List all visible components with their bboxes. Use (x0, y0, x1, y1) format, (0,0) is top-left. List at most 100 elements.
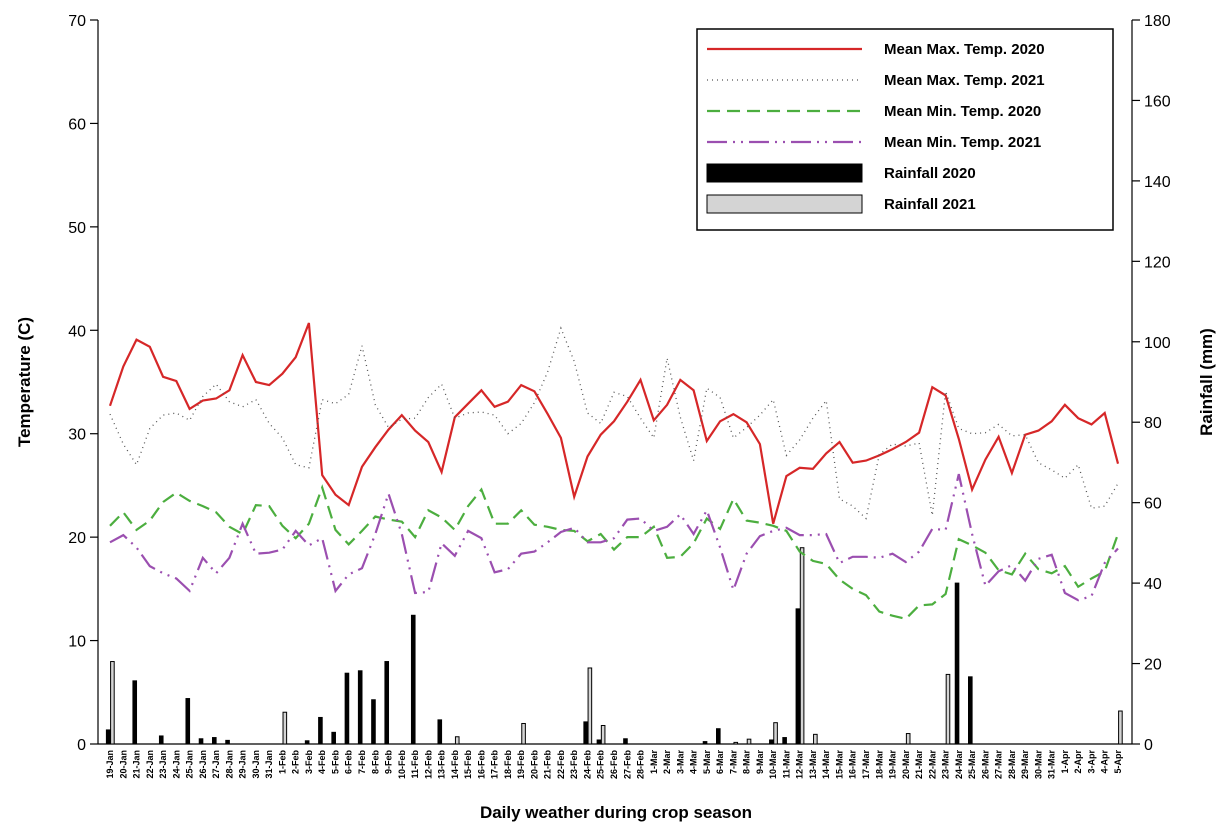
x-tick-label: 27-Feb (622, 750, 632, 780)
x-tick-label: 9-Mar (755, 750, 765, 775)
x-tick-label: 21-Jan (132, 750, 142, 779)
bar (702, 741, 708, 745)
bar (782, 737, 787, 745)
x-tick-label: 28-Mar (1007, 750, 1017, 780)
x-tick-label: 6-Mar (715, 750, 725, 775)
x-tick-label: 18-Feb (503, 750, 513, 780)
bar (945, 673, 951, 745)
legend-label: Rainfall 2020 (884, 165, 976, 182)
line (109, 484, 1120, 621)
x-tick-label: 6-Feb (344, 750, 354, 775)
x-tick-label: 20-Mar (901, 750, 911, 780)
y2-tick-label: 180 (1144, 13, 1171, 30)
legend-label: Rainfall 2021 (884, 196, 976, 213)
bar (357, 670, 363, 745)
x-tick-label: 24-Feb (582, 750, 592, 780)
bar (521, 722, 526, 745)
line (108, 322, 1120, 524)
y-tick-label: 60 (68, 116, 86, 133)
x-tick-label: 7-Mar (728, 750, 738, 775)
bar (371, 699, 376, 745)
y-tick-label: 10 (68, 634, 86, 651)
bar (968, 676, 973, 745)
legend-label: Mean Max. Temp. 2021 (884, 72, 1045, 89)
x-tick-label: 23-Jan (158, 750, 168, 779)
x-tick-label: 26-Jan (198, 750, 208, 779)
x-tick-label: 20-Jan (118, 750, 128, 779)
legend: Mean Max. Temp. 2020 Mean Max. Temp. 2021… (696, 28, 1114, 231)
x-tick-label: 25-Feb (596, 750, 606, 780)
x-tick-label: 17-Feb (490, 750, 500, 780)
x-tick-label: 1-Mar (649, 750, 659, 775)
y2-tick-label: 120 (1144, 254, 1171, 271)
x-tick-label: 8-Feb (370, 750, 380, 775)
x-tick-label: 14-Feb (450, 750, 460, 780)
y-tick-label: 30 (68, 427, 86, 444)
x-tick-label: 29-Jan (238, 750, 248, 779)
bar (587, 667, 593, 745)
x-tick-label: 17-Mar (861, 750, 871, 780)
x-tick-label: 30-Mar (1033, 750, 1043, 780)
x-tick-label: 19-Mar (888, 750, 898, 780)
line (109, 326, 1119, 520)
y2-tick-label: 20 (1144, 657, 1162, 674)
bar (600, 724, 606, 745)
x-tick-label: 26-Mar (980, 750, 990, 780)
x-tick-label: 10-Feb (397, 750, 407, 780)
bar (212, 737, 217, 745)
bar (769, 739, 774, 745)
x-tick-label: 20-Feb (529, 750, 539, 780)
bar (304, 740, 310, 745)
x-tick-label: 24-Mar (954, 750, 964, 780)
x-tick-label: 31-Jan (264, 750, 274, 779)
y2-tick-label: 160 (1144, 93, 1171, 110)
y-tick-label: 20 (68, 530, 86, 547)
x-tick-label: 25-Jan (185, 750, 195, 779)
x-tick-label: 13-Mar (808, 750, 818, 780)
x-tick-label: 16-Feb (476, 750, 486, 780)
bar (132, 680, 138, 745)
x-tick-label: 21-Mar (914, 750, 924, 780)
x-tick-label: 4-Mar (689, 750, 699, 775)
y2-tick-label: 40 (1144, 576, 1162, 593)
x-tick-label: 5-Mar (702, 750, 712, 775)
bar (318, 716, 323, 745)
y2-tick-label: 100 (1144, 335, 1171, 352)
y2-tick-label: 60 (1144, 496, 1162, 513)
x-tick-label: 5-Apr (1113, 750, 1123, 774)
bar (282, 711, 288, 745)
x-tick-label: 3-Feb (304, 750, 314, 775)
x-tick-label: 28-Jan (224, 750, 234, 779)
bar (795, 608, 801, 745)
line (109, 473, 1119, 602)
x-tick-label: 15-Mar (834, 750, 844, 780)
x-tick-label: 1-Feb (277, 750, 287, 775)
legend-label: Mean Min. Temp. 2021 (884, 134, 1041, 151)
x-tick-label: 5-Feb (330, 750, 340, 775)
x-tick-label: 10-Mar (768, 750, 778, 780)
bar (596, 739, 602, 745)
x-tick-label: 1-Apr (1060, 750, 1070, 774)
bar (1118, 710, 1123, 745)
bar (623, 738, 628, 745)
x-tick-label: 11-Feb (410, 750, 420, 779)
x-tick-label: 24-Jan (171, 750, 181, 779)
x-tick-label: 21-Feb (543, 750, 553, 780)
x-tick-label: 30-Jan (251, 750, 261, 779)
bar (733, 741, 739, 745)
x-tick-label: 2-Apr (1073, 750, 1083, 774)
bar (110, 661, 115, 745)
bar (716, 728, 721, 745)
bar (384, 661, 390, 745)
legend-label: Mean Min. Temp. 2020 (884, 103, 1041, 120)
bar (954, 582, 960, 745)
legend-swatch (706, 163, 863, 183)
x-tick-label: 23-Feb (569, 750, 579, 780)
x-tick-label: 4-Apr (1100, 750, 1110, 774)
bar (185, 698, 191, 745)
x-tick-label: 4-Feb (317, 750, 327, 775)
y-tick-label: 0 (77, 737, 86, 754)
x-tick-label: 19-Jan (105, 750, 115, 779)
y2-tick-label: 80 (1144, 415, 1162, 432)
x-tick-label: 15-Feb (463, 750, 473, 780)
